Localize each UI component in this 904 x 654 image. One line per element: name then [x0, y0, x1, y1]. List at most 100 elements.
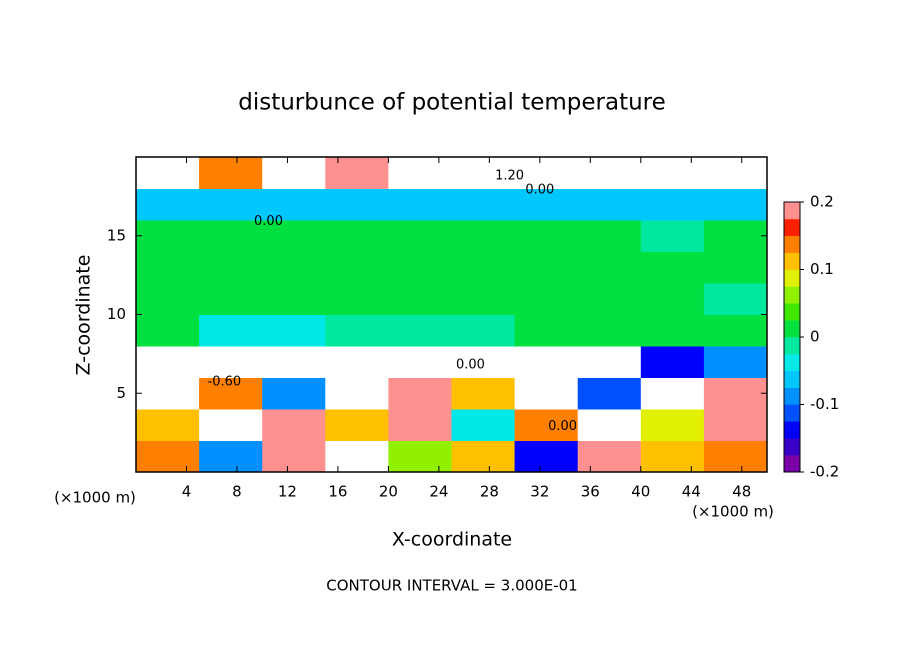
- cell: [262, 220, 326, 252]
- x-tick-label: 12: [278, 483, 297, 501]
- cell: [451, 188, 516, 221]
- cell: [325, 440, 389, 473]
- cell: [199, 314, 263, 347]
- cell: [388, 346, 452, 378]
- cell: [199, 440, 263, 473]
- cell: [388, 157, 452, 189]
- cell: [577, 283, 642, 315]
- colorbar-swatch: [784, 370, 800, 388]
- x-tick-label: 36: [581, 483, 600, 501]
- colorbar-swatch: [784, 218, 800, 237]
- cell: [262, 251, 326, 284]
- cell: [577, 346, 642, 378]
- cell: [136, 188, 200, 221]
- footer: CONTOUR INTERVAL = 3.000E-01: [326, 577, 577, 595]
- cell: [577, 157, 642, 189]
- cell: [262, 314, 326, 347]
- cell: [640, 157, 705, 189]
- cell: [577, 440, 642, 473]
- contour-label: 0.00: [456, 357, 485, 372]
- cell: [262, 409, 326, 441]
- cell: [451, 377, 516, 410]
- x-tick-label: 44: [682, 483, 701, 501]
- contour-label: -0.60: [208, 375, 242, 390]
- x-unit: (×1000 m): [54, 489, 136, 507]
- x-unit: (×1000 m): [692, 503, 774, 521]
- cell: [451, 440, 516, 473]
- cell: [199, 188, 263, 221]
- y-axis-title: Z-coordinate: [73, 255, 95, 376]
- cell: [199, 251, 263, 284]
- cell: [388, 377, 452, 410]
- cell: [325, 377, 389, 410]
- cell: [703, 188, 768, 221]
- y-tick-label: 10: [107, 305, 126, 323]
- cell: [514, 157, 579, 189]
- cell: [136, 377, 200, 410]
- cell: [325, 314, 389, 347]
- cell: [388, 251, 452, 284]
- cell: [325, 188, 389, 221]
- colorbar-swatch: [784, 438, 800, 456]
- cell: [199, 346, 263, 378]
- contour-label: 1.20: [495, 168, 524, 183]
- colorbar-swatch: [784, 421, 800, 439]
- cell: [703, 409, 768, 441]
- x-tick-label: 4: [182, 483, 192, 501]
- cell: [451, 314, 516, 347]
- y-tick-label: 5: [116, 384, 126, 402]
- cell: [388, 409, 452, 441]
- colorbar-swatch: [784, 202, 800, 220]
- colorbar-swatch: [784, 286, 800, 304]
- cell: [136, 220, 200, 252]
- cell: [136, 157, 200, 189]
- colorbar-tick-label: 0: [810, 328, 820, 346]
- cell: [325, 157, 389, 189]
- cell: [199, 157, 263, 189]
- cell: [451, 283, 516, 315]
- cell: [451, 346, 516, 378]
- colorbar-swatch: [784, 252, 800, 270]
- x-tick-label: 24: [429, 483, 448, 501]
- cell: [703, 440, 768, 473]
- chart-title: disturbunce of potential temperature: [238, 90, 666, 116]
- cell: [388, 220, 452, 252]
- cell: [514, 220, 579, 252]
- colorbar-swatch: [784, 337, 800, 355]
- colorbar-swatch: [784, 387, 800, 405]
- cell: [640, 346, 705, 378]
- colorbar-swatch: [784, 235, 800, 253]
- cell: [577, 188, 642, 221]
- cell: [577, 220, 642, 252]
- cell: [136, 346, 200, 378]
- cell: [640, 409, 705, 441]
- cell: [577, 377, 642, 410]
- x-tick-label: 40: [631, 483, 650, 501]
- colorbar-swatch: [784, 455, 800, 473]
- cell: [640, 188, 705, 221]
- cell: [325, 283, 389, 315]
- cell: [325, 346, 389, 378]
- cell: [640, 220, 705, 252]
- cell: [577, 314, 642, 347]
- cell: [262, 440, 326, 473]
- cell: [136, 251, 200, 284]
- x-tick-label: 16: [328, 483, 347, 501]
- cell: [703, 377, 768, 410]
- cell: [199, 220, 263, 252]
- cell: [262, 188, 326, 221]
- colorbar-swatch: [784, 404, 800, 422]
- x-tick-label: 32: [530, 483, 549, 501]
- x-tick-label: 8: [232, 483, 242, 501]
- cell: [514, 377, 579, 410]
- cell: [262, 157, 326, 189]
- colorbar-swatch: [784, 303, 800, 321]
- cell: [388, 314, 452, 347]
- cell: [262, 377, 326, 410]
- cell: [388, 283, 452, 315]
- cell: [577, 409, 642, 441]
- cell: [136, 440, 200, 473]
- cell: [703, 220, 768, 252]
- x-axis-title: X-coordinate: [392, 529, 512, 551]
